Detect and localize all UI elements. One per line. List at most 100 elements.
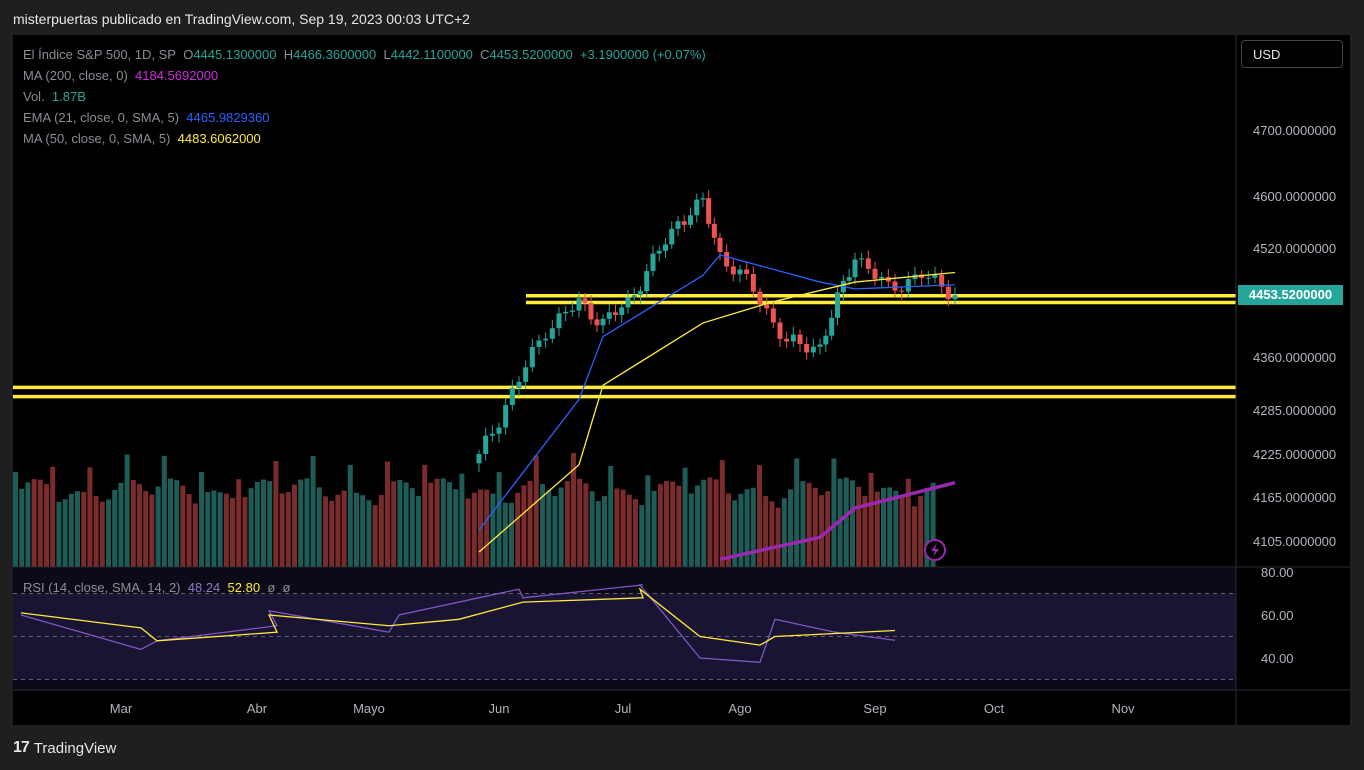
legend-ma200-row[interactable]: MA (200, close, 0) 4184.5692000 bbox=[23, 65, 706, 86]
rsi-value: 48.24 bbox=[187, 580, 221, 595]
open-value: 4445.1300000 bbox=[193, 47, 277, 62]
volume-bar bbox=[87, 467, 93, 567]
candle-body bbox=[476, 454, 482, 464]
volume-bar bbox=[676, 485, 682, 567]
candle-body bbox=[483, 435, 489, 454]
candle-body bbox=[952, 295, 958, 300]
volume-bar bbox=[670, 481, 676, 567]
volume-bar bbox=[490, 493, 496, 567]
ma200-value: 4184.5692000 bbox=[135, 68, 219, 83]
low-value: 4442.1100000 bbox=[390, 47, 473, 62]
rsi-axis: 80.00 60.00 40.00 bbox=[1261, 565, 1294, 666]
volume-bar bbox=[310, 455, 316, 567]
tradingview-logo-icon: 17 bbox=[13, 739, 30, 756]
volume-bar bbox=[893, 490, 899, 567]
candle-body bbox=[810, 346, 816, 353]
rsi-ma-value: 52.80 bbox=[227, 580, 261, 595]
candle-body bbox=[588, 303, 594, 320]
volume-bar bbox=[552, 496, 558, 567]
time-label: Abr bbox=[247, 701, 268, 716]
volume-bar bbox=[471, 492, 477, 567]
alert-icon[interactable] bbox=[924, 539, 946, 561]
time-label: Ago bbox=[728, 701, 751, 716]
volume-bar bbox=[887, 487, 893, 567]
volume-bar bbox=[682, 467, 688, 567]
rsi-tick-label: 60.00 bbox=[1261, 608, 1294, 623]
candle-body bbox=[700, 198, 706, 200]
volume-bar bbox=[217, 492, 223, 567]
chart-canvas[interactable]: 4700.0000000 4600.0000000 4520.0000000 4360… bbox=[13, 35, 1350, 725]
candle-body bbox=[932, 274, 938, 278]
volume-bar bbox=[143, 491, 149, 567]
volume-bar bbox=[732, 500, 738, 567]
rsi-ma-line bbox=[20, 587, 896, 646]
price-tick-label: 4105.0000000 bbox=[1253, 534, 1336, 549]
volume-bar bbox=[701, 479, 707, 567]
volume-bar bbox=[422, 464, 428, 567]
volume-bar bbox=[812, 487, 818, 567]
volume-bar bbox=[571, 452, 576, 567]
volume-bar bbox=[905, 478, 911, 567]
candle-body bbox=[925, 277, 931, 279]
candle-body bbox=[872, 268, 878, 279]
candle-body bbox=[536, 340, 542, 347]
candle-body bbox=[509, 387, 515, 406]
candle-body bbox=[717, 237, 723, 252]
volume-bar bbox=[664, 480, 669, 567]
volume-bar bbox=[918, 496, 924, 567]
legend-ma50-row[interactable]: MA (50, close, 0, SMA, 5) 4483.6062000 bbox=[23, 128, 706, 149]
symbol-name[interactable]: El Índice S&P 500, 1D, SP bbox=[23, 47, 176, 62]
volume-bar bbox=[856, 486, 862, 567]
high-value: 4466.3600000 bbox=[293, 47, 377, 62]
volume-bar bbox=[695, 485, 700, 567]
volume-bar bbox=[403, 482, 409, 567]
legend-volume-row[interactable]: Vol. 1.87B bbox=[23, 86, 706, 107]
legend-ema21-row[interactable]: EMA (21, close, 0, SMA, 5) 4465.9829360 bbox=[23, 107, 706, 128]
candle-body bbox=[503, 405, 509, 428]
low-label: L bbox=[383, 47, 391, 62]
volume-bar bbox=[329, 500, 335, 567]
volume-bar bbox=[397, 479, 403, 567]
volume-bar bbox=[459, 473, 465, 567]
volume-bar bbox=[540, 483, 545, 567]
volume-bar bbox=[428, 482, 434, 567]
price-tick-label: 4700.0000000 bbox=[1253, 123, 1336, 138]
volume-bar bbox=[589, 491, 595, 567]
volume-bar bbox=[223, 493, 229, 567]
time-axis: Mar Abr Mayo Jun Jul Ago Sep Oct Nov bbox=[110, 701, 1135, 716]
candle-body bbox=[865, 258, 871, 269]
chart-area[interactable]: 4700.0000000 4600.0000000 4520.0000000 4360… bbox=[13, 35, 1350, 725]
volume-bar bbox=[688, 493, 694, 567]
ma50-label: MA (50, close, 0, SMA, 5) bbox=[23, 131, 171, 146]
volume-bar bbox=[292, 484, 297, 567]
close-value: 4453.5200000 bbox=[489, 47, 573, 62]
candle-body bbox=[576, 298, 582, 311]
currency-button[interactable]: USD bbox=[1241, 40, 1343, 68]
volume-bar bbox=[248, 488, 254, 567]
candle-body bbox=[543, 338, 549, 341]
time-label: Jun bbox=[489, 701, 510, 716]
candle-body bbox=[556, 313, 562, 329]
candle-body bbox=[899, 290, 905, 292]
rsi-legend[interactable]: RSI (14, close, SMA, 14, 2) 48.24 52.80 … bbox=[23, 580, 290, 595]
candle-body bbox=[569, 310, 575, 312]
volume-bar bbox=[199, 471, 204, 567]
candle-body bbox=[835, 292, 840, 318]
volume-bar bbox=[186, 494, 192, 567]
volume-value: 1.87B bbox=[51, 89, 86, 104]
volume-bar bbox=[769, 501, 775, 567]
candle-body bbox=[846, 277, 852, 281]
candle-body bbox=[730, 266, 736, 275]
volume-bar bbox=[62, 499, 68, 567]
volume-bar bbox=[533, 455, 539, 567]
time-label: Mayo bbox=[353, 701, 385, 716]
volume-bar bbox=[391, 481, 397, 567]
candle-body bbox=[859, 258, 865, 260]
candle-body bbox=[606, 312, 612, 319]
candle-body bbox=[663, 244, 668, 251]
candle-body bbox=[582, 298, 588, 304]
candle-body bbox=[804, 344, 810, 353]
candle-body bbox=[945, 286, 951, 300]
tradingview-logo[interactable]: 17 TradingView bbox=[13, 739, 116, 757]
volume-bar bbox=[465, 498, 471, 567]
